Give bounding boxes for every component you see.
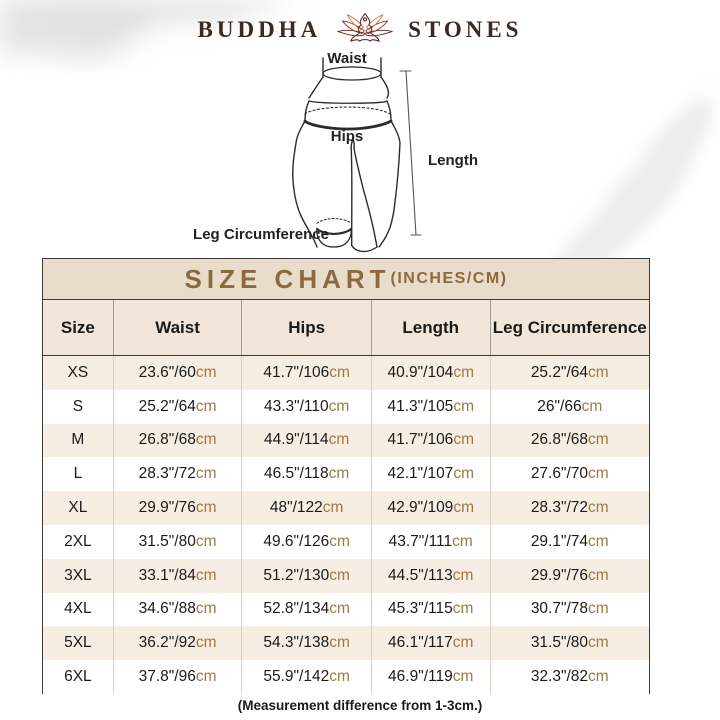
svg-text:Waist: Waist — [327, 50, 366, 67]
svg-text:Length: Length — [428, 152, 478, 169]
svg-text:Hips: Hips — [331, 128, 364, 145]
svg-text:Leg Circumference: Leg Circumference — [193, 226, 329, 243]
